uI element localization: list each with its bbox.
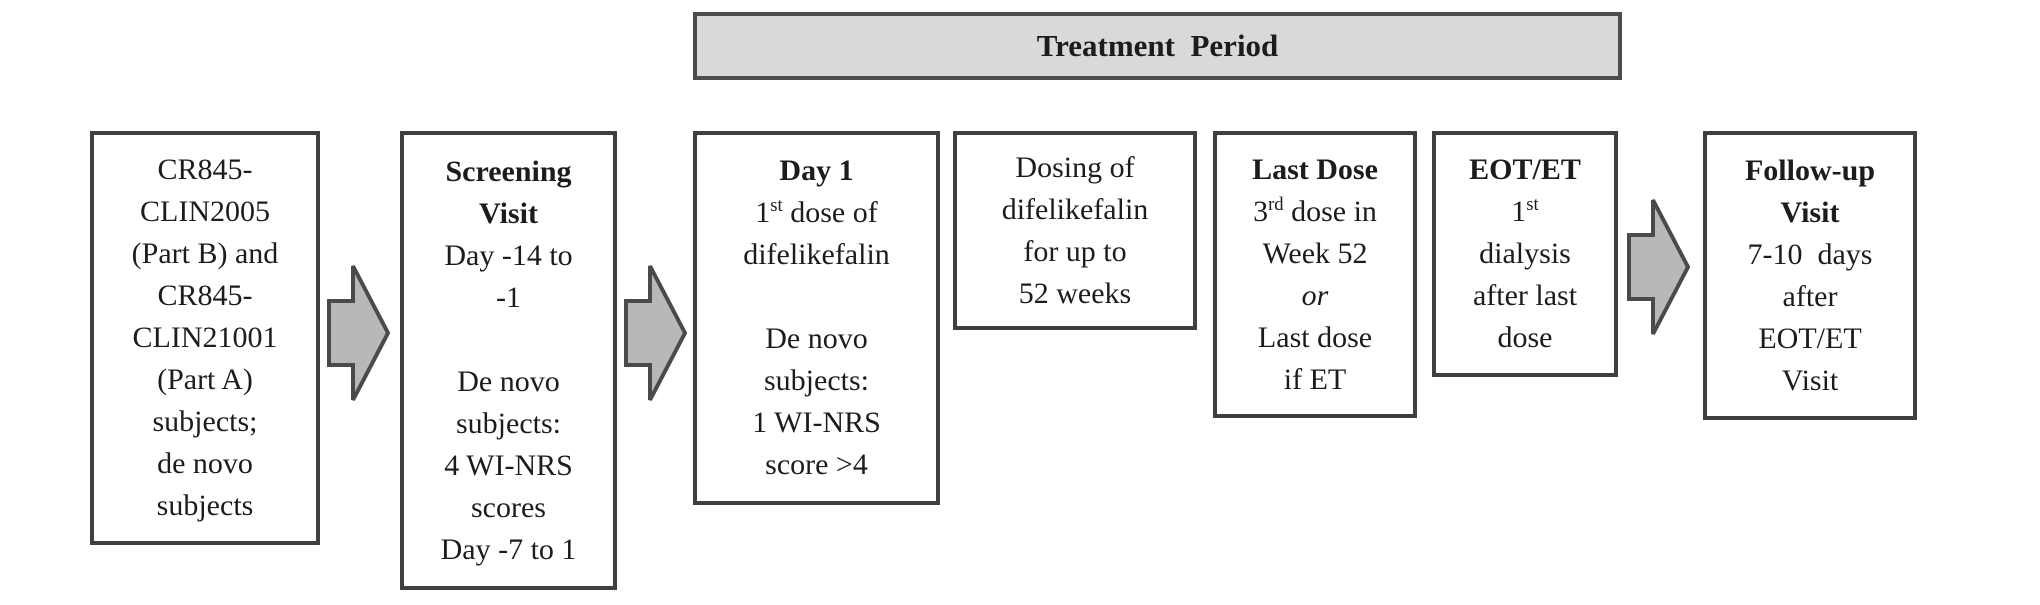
box-line: for up to (1023, 234, 1127, 268)
box-line: Follow-up (1744, 153, 1876, 187)
box-line: Day -14 to (444, 238, 573, 272)
last-dose-box: Last Dose 3rd dose in Week 52 or Last dose if… (1213, 131, 1417, 418)
box-line: Visit (479, 196, 538, 230)
box-line: EOT/ET (1469, 153, 1581, 186)
box-line: CR845- (157, 153, 253, 186)
dosing-box: Dosing of difelikefalin for up to 52 weeks (953, 131, 1197, 330)
box-line: Week 52 (1262, 236, 1368, 270)
box-line: De novo (765, 322, 868, 355)
box-line: (Part A) (157, 363, 253, 396)
box-line: 1st (1511, 194, 1539, 228)
box-line: 1 WI-NRS (752, 406, 881, 439)
eot-et-box: EOT/ET 1st dialysis after last dose (1432, 131, 1618, 377)
box-line (813, 276, 821, 318)
box-line: Last Dose (1252, 152, 1378, 186)
box-line: difelikefalin (743, 238, 890, 271)
box-line: Visit (1781, 363, 1839, 397)
box-line: Last dose (1257, 320, 1373, 354)
treatment-period-label: Treatment Period (1036, 28, 1279, 63)
box-line: dialysis (1479, 237, 1571, 270)
follow-up-visit-box: Follow-up Visit 7-10 days after EOT/ET Visit (1703, 131, 1917, 420)
box-line: scores (471, 490, 546, 524)
box-line: 52 weeks (1018, 276, 1132, 310)
box-line (505, 319, 513, 361)
box-line: CLIN21001 (132, 321, 278, 354)
box-line: Day -7 to 1 (440, 532, 577, 566)
day-1-box: Day 1 1st dose of difelikefalin De novo sub… (693, 131, 940, 505)
box-line: -1 (496, 280, 521, 314)
box-line: subjects (156, 489, 254, 522)
box-line: Dosing of (1015, 150, 1135, 184)
source-subjects-box: CR845- CLIN2005 (Part B) and CR845- CLIN2100… (90, 131, 320, 545)
screening-visit-box: Screening Visit Day -14 to -1 De novo subjec… (400, 131, 617, 590)
box-line: EOT/ET (1758, 321, 1862, 355)
box-line: subjects; (152, 405, 258, 438)
box-line: or (1301, 278, 1329, 312)
box-line: score >4 (765, 448, 868, 481)
box-line: if ET (1283, 362, 1347, 396)
box-line: 1st dose of (755, 195, 878, 229)
right-arrow-icon (1627, 199, 1691, 335)
box-line: after (1782, 279, 1838, 313)
box-line: subjects: (456, 406, 561, 440)
box-line: Day 1 (779, 154, 854, 187)
box-line: de novo (157, 447, 253, 480)
box-line: 4 WI-NRS (444, 448, 573, 482)
right-arrow-icon (327, 265, 391, 401)
box-line: CR845- (157, 279, 253, 312)
box-line: 7-10 days (1747, 237, 1873, 271)
box-line: Visit (1780, 195, 1840, 229)
treatment-period-bar: Treatment Period (693, 12, 1622, 80)
box-line: 3rd dose in (1253, 193, 1377, 228)
box-line: after last (1472, 279, 1578, 312)
box-line: Screening (445, 154, 572, 188)
box-line: difelikefalin (1001, 192, 1149, 226)
box-line: subjects: (764, 364, 869, 397)
box-line: (Part B) and (131, 237, 279, 270)
right-arrow-icon (624, 265, 688, 401)
box-line: CLIN2005 (140, 195, 270, 228)
box-line: De novo (457, 364, 560, 398)
box-line: dose (1497, 321, 1553, 354)
